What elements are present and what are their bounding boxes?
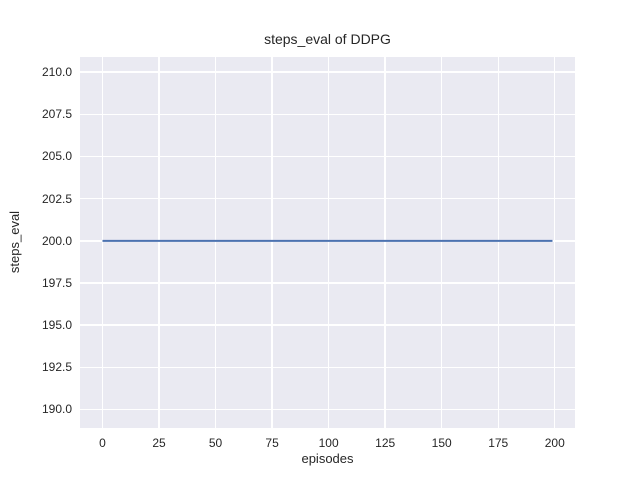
y-tick-label: 197.5 bbox=[41, 275, 72, 290]
x-tick-label: 125 bbox=[375, 436, 396, 450]
x-tick-label: 50 bbox=[208, 436, 223, 450]
x-gridline bbox=[214, 57, 217, 428]
y-gridline bbox=[80, 408, 575, 411]
x-tick-label: 200 bbox=[544, 436, 565, 450]
x-gridline bbox=[158, 57, 160, 428]
y-tick-label: 192.5 bbox=[41, 360, 72, 375]
x-tick-label: 75 bbox=[265, 436, 279, 450]
series-layer bbox=[102, 239, 553, 242]
y-tick-label: 200.0 bbox=[41, 233, 72, 248]
y-tick-label: 202.5 bbox=[41, 191, 72, 206]
x-gridline bbox=[554, 57, 556, 428]
x-tick-label: 175 bbox=[488, 436, 509, 450]
x-gridline bbox=[440, 57, 443, 428]
y-tick-label: 190.0 bbox=[41, 402, 72, 417]
x-axis-label: episodes bbox=[301, 451, 354, 466]
y-axis-label-text: steps_eval bbox=[7, 210, 22, 274]
x-tick-label: 25 bbox=[152, 436, 166, 450]
x-gridline bbox=[497, 57, 499, 428]
y-gridline bbox=[80, 71, 575, 73]
y-gridline bbox=[80, 197, 575, 200]
chart-title: steps_eval of DDPG bbox=[264, 31, 391, 47]
y-gridline bbox=[80, 155, 575, 158]
y-tick-label: 210.0 bbox=[41, 65, 72, 80]
y-gridline bbox=[80, 113, 575, 116]
y-tick-label: 207.5 bbox=[41, 107, 72, 122]
x-tick-label: 0 bbox=[99, 436, 106, 450]
x-tick-label: 150 bbox=[431, 436, 452, 450]
y-gridline bbox=[80, 324, 575, 326]
y-gridline bbox=[80, 366, 575, 368]
x-gridline bbox=[271, 57, 273, 428]
y-tick-label: 205.0 bbox=[41, 149, 72, 164]
x-gridline bbox=[327, 57, 330, 428]
x-gridline bbox=[101, 57, 104, 428]
plot-area bbox=[80, 57, 575, 428]
y-tick-label: 195.0 bbox=[41, 318, 72, 333]
x-gridline bbox=[384, 57, 386, 428]
y-gridline bbox=[80, 282, 575, 284]
x-tick-label: 100 bbox=[318, 436, 339, 450]
